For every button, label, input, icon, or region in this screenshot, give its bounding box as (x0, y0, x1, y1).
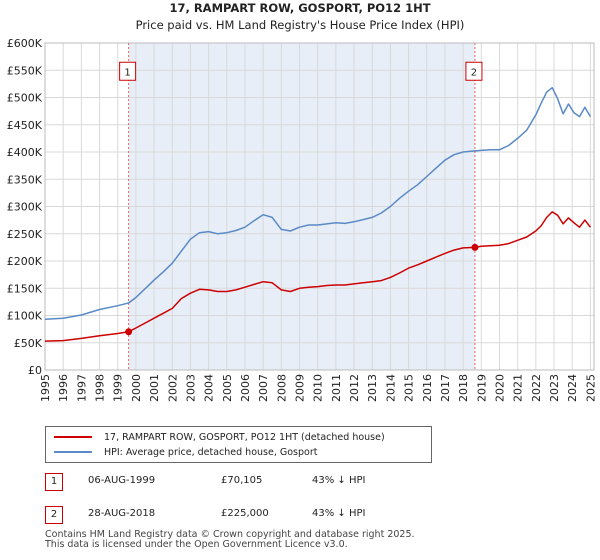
hpi-line (44, 86, 592, 321)
x-tick-label: 2001 (148, 374, 161, 402)
x-tick-label: 2012 (348, 374, 361, 402)
x-tick-label: 2011 (330, 374, 343, 402)
sale-number-badge: 2 (45, 506, 63, 524)
x-tick-label: 1996 (57, 374, 70, 402)
x-tick-label: 2015 (403, 374, 416, 402)
sale-number-box (465, 61, 483, 81)
sale-number-badge: 1 (45, 473, 63, 491)
y-tick-label: £250K (7, 228, 43, 241)
y-tick-label: £300K (7, 201, 43, 214)
y-tick-label: £200K (7, 255, 43, 268)
sale-hpi-change: 43% ↓ HPI (312, 475, 366, 486)
y-tick-label: £550K (7, 64, 43, 77)
chart-subtitle: Price paid vs. HM Land Registry's House … (136, 18, 465, 32)
sale-date: 28-AUG-2018 (88, 508, 156, 519)
sale-price: £225,000 (221, 508, 269, 519)
sale-row: 2 28-AUG-2018 £225,000 43% ↓ HPI (40, 506, 600, 524)
sale-date: 06-AUG-1999 (88, 475, 156, 486)
chart: 17, RAMPART ROW, GOSPORT, PO12 1HT Price … (7, 1, 598, 402)
legend-label-property: 17, RAMPART ROW, GOSPORT, PO12 1HT (deta… (104, 431, 385, 443)
y-tick-label: £500K (7, 92, 43, 105)
x-tick-label: 2024 (566, 374, 579, 402)
x-tick-label: 2006 (239, 374, 252, 402)
x-tick-label: 1999 (112, 374, 125, 402)
property-price-line (44, 211, 591, 342)
x-tick-label: 2005 (221, 374, 234, 402)
x-tick-label: 2021 (512, 374, 525, 402)
x-tick-label: 2004 (203, 374, 216, 402)
x-tick-label: 2014 (384, 374, 397, 402)
y-tick-label: £600K (7, 37, 43, 50)
sale-point (125, 328, 133, 336)
x-tick-label: 2023 (548, 374, 561, 402)
sale-row: 1 06-AUG-1999 £70,105 43% ↓ HPI (40, 473, 600, 491)
sale-number-label: 1 (124, 67, 130, 78)
x-tick-label: 1998 (94, 374, 107, 402)
chart-title: 17, RAMPART ROW, GOSPORT, PO12 1HT (169, 1, 430, 15)
y-tick-label: £450K (7, 119, 43, 132)
legend-line-hpi (54, 451, 92, 453)
y-tick-label: £400K (7, 146, 43, 159)
sale-number-box (119, 61, 137, 81)
x-tick-label: 2013 (366, 374, 379, 402)
sale-point (471, 243, 479, 251)
x-tick-label: 2020 (493, 374, 506, 402)
x-tick-label: 2002 (166, 374, 179, 402)
y-tick-label: £0 (28, 364, 42, 377)
x-tick-label: 2010 (312, 374, 325, 402)
legend: 17, RAMPART ROW, GOSPORT, PO12 1HT (deta… (45, 426, 432, 463)
plot-border (44, 42, 595, 371)
y-tick-label: £50K (14, 337, 43, 350)
legend-item-hpi: HPI: Average price, detached house, Gosp… (54, 445, 317, 459)
footer-copyright: Contains HM Land Registry data © Crown c… (45, 529, 415, 540)
x-tick-label: 1995 (39, 374, 52, 402)
x-tick-label: 1997 (75, 374, 88, 402)
y-tick-label: £350K (7, 173, 43, 186)
x-tick-label: 2007 (257, 374, 270, 402)
x-tick-label: 2019 (475, 374, 488, 402)
y-tick-label: £100K (7, 310, 43, 323)
footer: Contains HM Land Registry data © Crown c… (45, 530, 415, 550)
x-tick-label: 2000 (130, 374, 143, 402)
y-tick-label: £150K (7, 282, 43, 295)
legend-line-property (54, 436, 92, 438)
x-tick-label: 2025 (584, 374, 597, 402)
sale-price: £70,105 (221, 475, 263, 486)
x-tick-label: 2018 (457, 374, 470, 402)
footer-licence: This data is licensed under the Open Gov… (45, 539, 348, 550)
x-tick-label: 2009 (294, 374, 307, 402)
x-tick-label: 2008 (275, 374, 288, 402)
x-tick-label: 2022 (530, 374, 543, 402)
x-tick-label: 2016 (421, 374, 434, 402)
sale-number-label: 2 (471, 67, 477, 78)
legend-item-property: 17, RAMPART ROW, GOSPORT, PO12 1HT (deta… (54, 430, 385, 444)
x-tick-label: 2017 (439, 374, 452, 402)
legend-label-hpi: HPI: Average price, detached house, Gosp… (104, 446, 318, 458)
sale-hpi-change: 43% ↓ HPI (312, 508, 366, 519)
x-tick-label: 2003 (184, 374, 197, 402)
